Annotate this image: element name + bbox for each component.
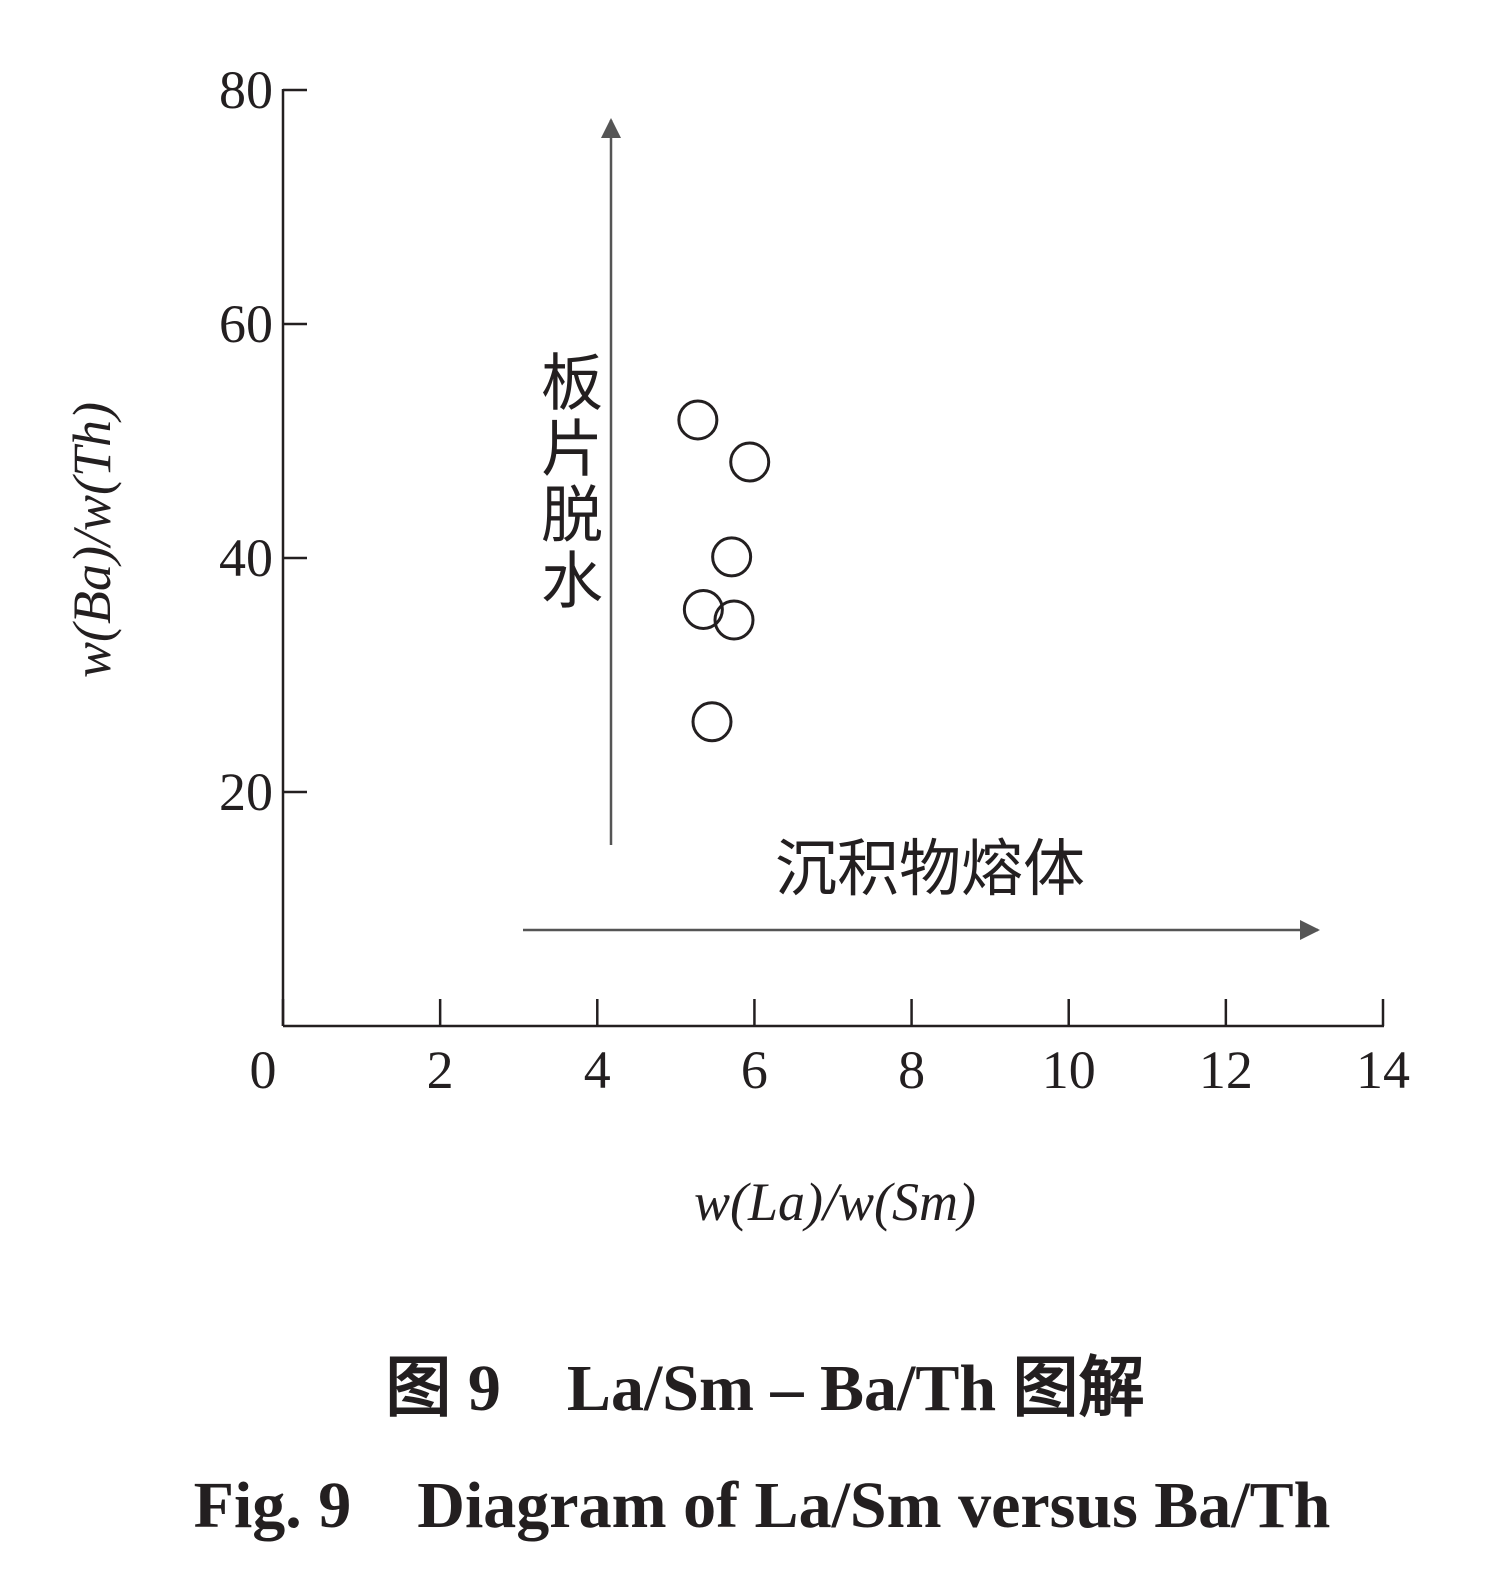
- point: [682, 588, 724, 630]
- y-tick-label: 60: [219, 294, 273, 354]
- point: [711, 536, 753, 578]
- point: [729, 441, 771, 483]
- y-tick-label: 40: [219, 528, 273, 588]
- annotation: 板片脱水: [531, 350, 602, 614]
- x-tick-label: 14: [1356, 1040, 1410, 1100]
- x-tick-label: 4: [584, 1040, 611, 1100]
- annotation: 沉积物熔体: [775, 836, 1085, 904]
- chart-subtitle: Fig. 9 Diagram of La/Sm versus Ba/Th: [194, 1469, 1331, 1542]
- chart-title: 图 9 La/Sm – Ba/Th 图解: [385, 1352, 1144, 1425]
- x-axis-label: w(La)/w(Sm): [694, 1172, 976, 1232]
- x-tick-label: 10: [1042, 1040, 1096, 1100]
- x-tick-label: 12: [1199, 1040, 1253, 1100]
- x-tick-label: 8: [898, 1040, 925, 1100]
- point: [677, 399, 719, 441]
- point: [713, 599, 755, 641]
- y-tick-label: 20: [219, 762, 273, 822]
- point: [691, 701, 733, 743]
- x-tick-label: 0: [250, 1040, 277, 1100]
- y-tick-label: 80: [219, 60, 273, 120]
- x-tick-label: 6: [741, 1040, 768, 1100]
- y-axis-label: w(Ba)/w(Th): [62, 402, 122, 678]
- x-tick-label: 2: [427, 1040, 454, 1100]
